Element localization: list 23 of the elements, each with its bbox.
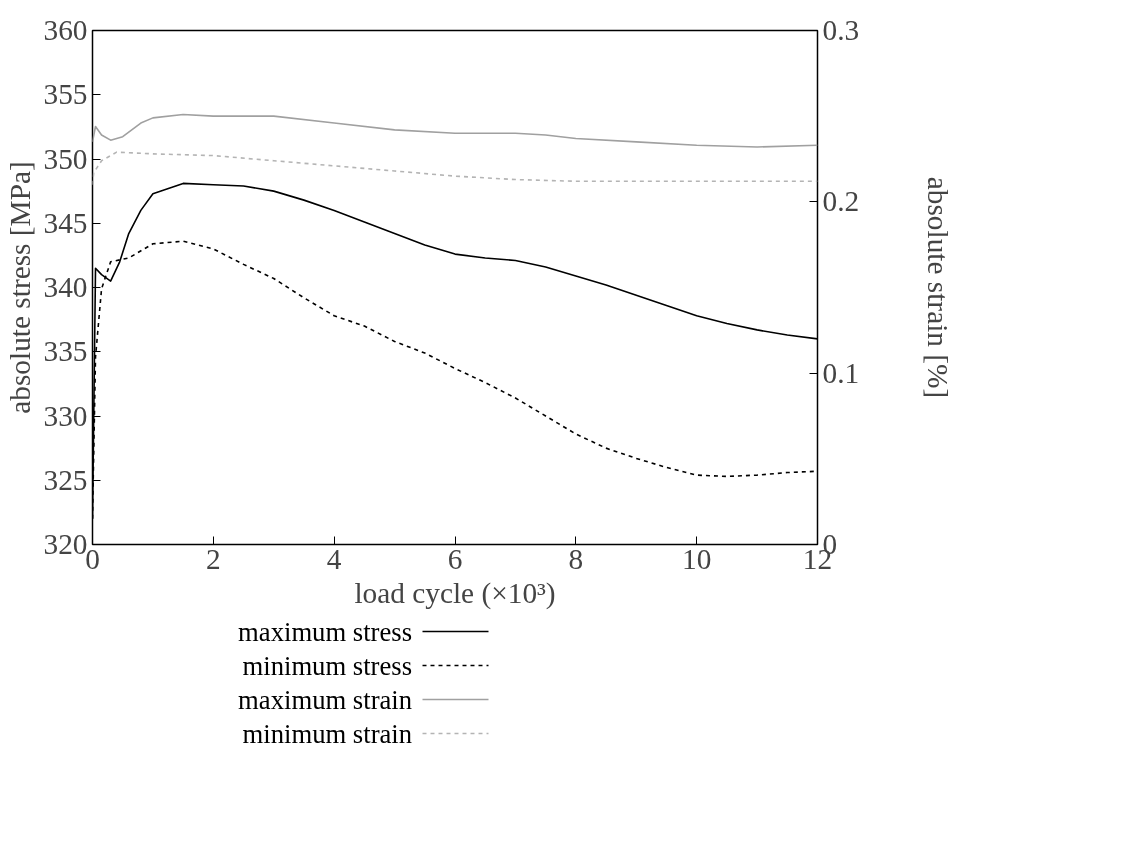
y-tick-label: 360 bbox=[43, 14, 88, 46]
legend-label: maximum stress bbox=[238, 616, 413, 647]
legend-label: minimum stress bbox=[242, 650, 413, 681]
x-tick-label: 4 bbox=[326, 542, 342, 575]
x-tick-label: 8 bbox=[568, 542, 584, 575]
y2-axis-title: absolute strain [%] bbox=[922, 176, 955, 399]
y2-tick-label: 0.3 bbox=[822, 14, 860, 46]
y-tick-label: 340 bbox=[43, 271, 88, 303]
x-axis-title: load cycle (×10³) bbox=[354, 576, 556, 610]
x-tick-label: 10 bbox=[682, 542, 712, 575]
y-tick-label: 350 bbox=[43, 142, 88, 175]
y-tick-label: 355 bbox=[43, 78, 88, 111]
y2-tick-label: 0.1 bbox=[822, 356, 860, 389]
legend-label: minimum strain bbox=[242, 718, 413, 749]
x-tick-label: 6 bbox=[447, 542, 463, 575]
y-tick-label: 345 bbox=[43, 206, 88, 239]
legend-label: maximum strain bbox=[238, 684, 413, 715]
y-axis-title: absolute stress [MPa] bbox=[3, 161, 36, 414]
y-tick-label: 335 bbox=[43, 335, 88, 368]
y2-tick-label: 0.2 bbox=[822, 185, 860, 218]
y-tick-label: 325 bbox=[43, 463, 88, 496]
x-tick-label: 2 bbox=[206, 542, 221, 575]
y-tick-label: 330 bbox=[43, 399, 88, 432]
